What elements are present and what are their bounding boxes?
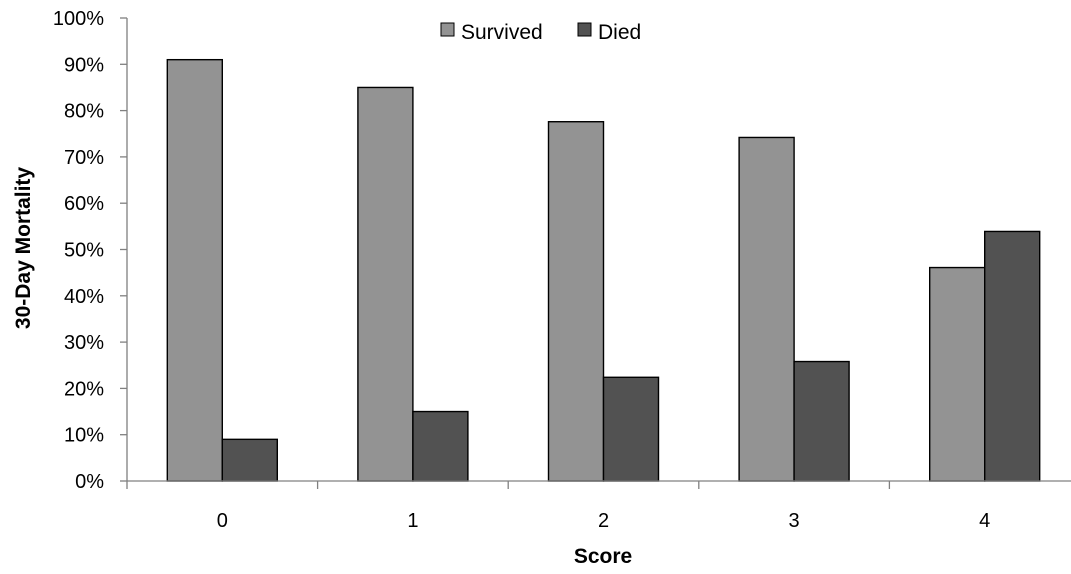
y-tick-label: 50% xyxy=(64,240,104,262)
bar-survived-0 xyxy=(166,58,224,482)
y-axis-ticks: 0% 10% 20% 30% 40% 50% 60% 70% 80% 90% 100% xyxy=(53,8,127,493)
legend: Survived Died xyxy=(440,21,641,44)
bar-died-1 xyxy=(412,410,469,482)
y-tick-label: 10% xyxy=(64,425,104,447)
x-tick-label: 3 xyxy=(789,510,800,532)
bar-died-2 xyxy=(602,376,660,482)
legend-swatch-died xyxy=(577,22,592,37)
legend-label-survived: Survived xyxy=(461,21,543,44)
y-tick-label: 0% xyxy=(75,471,104,493)
y-tick-label: 70% xyxy=(64,147,104,169)
y-tick-label: 80% xyxy=(64,101,104,123)
bar-died-0 xyxy=(221,438,279,482)
bar-died-3 xyxy=(793,360,850,482)
bar-survived-3 xyxy=(738,136,795,482)
y-tick-label: 30% xyxy=(64,332,104,354)
bar-survived-4 xyxy=(929,266,986,482)
x-tick-label: 0 xyxy=(217,510,228,532)
x-axis-title: Score xyxy=(574,545,632,568)
y-tick-label: 40% xyxy=(64,286,104,308)
y-tick-label: 90% xyxy=(64,54,104,76)
bar-died-4 xyxy=(984,230,1041,482)
legend-label-died: Died xyxy=(598,21,641,44)
axes xyxy=(126,18,1071,482)
x-axis-ticks: 0 1 2 3 4 xyxy=(126,481,990,532)
x-tick-label: 1 xyxy=(407,510,418,532)
x-tick-label: 4 xyxy=(979,510,990,532)
x-tick-label: 2 xyxy=(598,510,609,532)
y-tick-label: 100% xyxy=(53,8,104,30)
y-tick-label: 20% xyxy=(64,378,104,400)
legend-swatch-survived xyxy=(440,22,455,37)
bar-survived-2 xyxy=(547,121,605,482)
bars xyxy=(166,58,1041,482)
y-tick-label: 60% xyxy=(64,193,104,215)
bar-survived-1 xyxy=(357,86,414,482)
y-axis-title: 30-Day Mortality xyxy=(12,167,35,330)
